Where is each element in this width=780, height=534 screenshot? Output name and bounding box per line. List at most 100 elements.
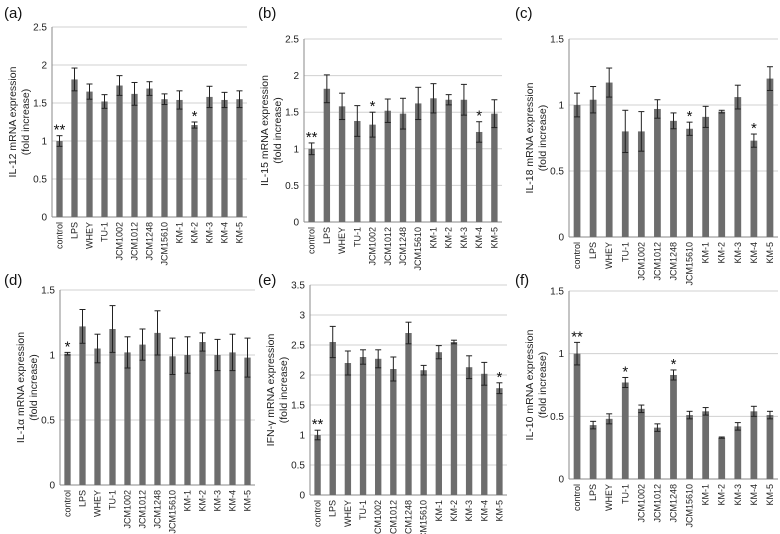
y-tick-label: 1.5 <box>291 401 305 412</box>
bar <box>702 411 710 479</box>
category-label: KM-3 <box>459 227 469 249</box>
category-label: WHEY <box>604 242 614 269</box>
category-label: KM-1 <box>175 222 185 244</box>
y-tick-label: 0 <box>558 475 564 486</box>
bar <box>116 85 123 218</box>
category-label: LPS <box>70 222 80 239</box>
y-tick-label: 0.5 <box>550 412 564 423</box>
bar <box>329 342 336 495</box>
bar <box>236 99 243 217</box>
category-label: JCM15610 <box>685 242 695 286</box>
panel-f: (f) 0 0.5 1 1.5 IL-10 mRNA expression (fold i… <box>515 272 778 528</box>
category-label: TU-1 <box>620 242 630 262</box>
category-label: KM-1 <box>183 490 193 512</box>
category-label: KM-2 <box>717 484 727 506</box>
bar <box>445 99 452 222</box>
category-label: JCM15610 <box>168 490 178 534</box>
y-tick-label: 0.5 <box>291 461 305 472</box>
bar <box>184 355 191 485</box>
y-tick-label: 2.5 <box>291 341 305 352</box>
category-label: KM-3 <box>205 222 215 244</box>
category-label: KM-5 <box>489 227 499 249</box>
y-axis-label: IFN-γ mRNA expression <box>265 334 277 447</box>
category-label: control <box>63 490 73 517</box>
y-tick-label: 1 <box>293 144 299 155</box>
y-axis-label: (fold increase) <box>20 89 32 156</box>
y-tick-label: 0.5 <box>41 416 55 427</box>
y-tick-label: 0 <box>558 233 564 244</box>
y-axis-label: (fold increase) <box>28 354 40 421</box>
y-tick-label: 2 <box>293 71 299 82</box>
panel-label-f: (f) <box>515 272 529 289</box>
category-label: KM-5 <box>235 222 245 244</box>
bar <box>229 352 236 485</box>
category-label: control <box>55 222 65 249</box>
category-label: KM-5 <box>243 490 253 512</box>
significance-star: ** <box>306 129 318 146</box>
category-label: LPS <box>588 242 598 259</box>
bar <box>654 108 661 238</box>
category-label: JCM1002 <box>115 222 125 261</box>
category-label: JCM1248 <box>669 484 679 523</box>
category-label: TU-1 <box>108 490 118 510</box>
bar <box>589 99 597 237</box>
bar <box>686 415 693 479</box>
category-label: JCM1248 <box>145 222 155 261</box>
bar <box>124 352 131 485</box>
y-tick-label: 3 <box>299 311 305 322</box>
y-tick-label: 0.5 <box>550 167 564 178</box>
bar <box>221 99 228 217</box>
y-tick-label: 1.5 <box>550 287 564 298</box>
category-label: JCM15610 <box>413 227 423 271</box>
category-label: TU-1 <box>352 227 362 247</box>
significance-star: ** <box>312 416 324 433</box>
category-label: JCM1248 <box>669 242 679 281</box>
y-tick-label: 1 <box>49 351 55 362</box>
category-label: TU-1 <box>620 484 630 504</box>
category-label: WHEY <box>604 484 614 511</box>
significance-star: * <box>370 98 376 115</box>
category-label: KM-5 <box>494 500 504 522</box>
bar <box>214 355 221 485</box>
bar <box>420 370 427 495</box>
category-label: KM-4 <box>474 227 484 249</box>
category-label: WHEY <box>93 490 103 517</box>
bar <box>670 374 677 479</box>
y-tick-label: 0.5 <box>285 181 299 192</box>
bar <box>169 356 176 485</box>
bar <box>686 128 693 237</box>
y-tick-label: 0 <box>41 213 47 224</box>
bar <box>101 101 108 217</box>
bar <box>450 342 458 495</box>
bar <box>244 357 251 485</box>
bar <box>405 333 412 495</box>
bar <box>56 141 63 217</box>
category-label: KM-2 <box>717 242 727 264</box>
category-label: TU-1 <box>358 500 368 520</box>
y-tick-label: 2.5 <box>33 23 47 34</box>
bar <box>375 358 382 495</box>
category-label: KM-4 <box>749 242 759 264</box>
bar <box>161 99 168 217</box>
bar <box>605 82 613 237</box>
y-tick-label: 1.5 <box>550 35 564 46</box>
bar <box>654 427 661 479</box>
bar <box>766 78 774 237</box>
category-label: JCM1002 <box>636 484 646 523</box>
category-label: control <box>572 242 582 269</box>
bar <box>734 426 742 479</box>
category-label: KM-1 <box>428 227 438 249</box>
category-label: JCM15610 <box>160 222 170 266</box>
bar <box>344 363 352 495</box>
category-label: KM-1 <box>434 500 444 522</box>
panel-label-d: (d) <box>4 272 22 289</box>
category-label: WHEY <box>85 222 95 249</box>
panel-c: (c) 0 0.5 1 1.5 IL-18 mRNA expression (fold i… <box>515 5 778 286</box>
category-label: KM-2 <box>449 500 459 522</box>
bar <box>314 435 321 495</box>
significance-star: * <box>65 338 71 355</box>
category-label: JCM1012 <box>130 222 140 261</box>
bar <box>637 131 645 237</box>
category-label: KM-2 <box>190 222 200 244</box>
bar <box>308 148 315 222</box>
